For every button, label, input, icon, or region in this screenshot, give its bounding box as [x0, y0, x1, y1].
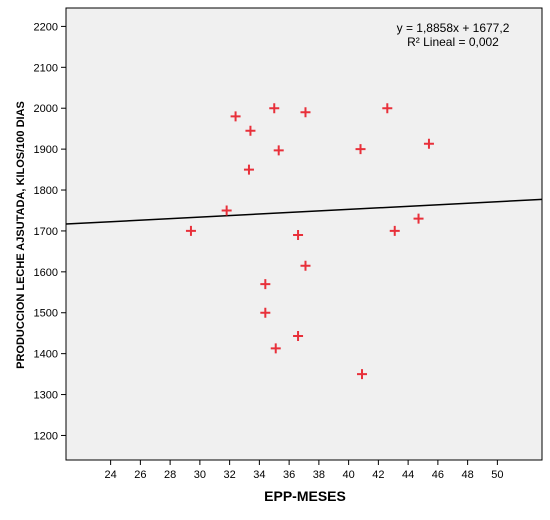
- data-point: [270, 343, 281, 354]
- x-axis: 24 26 28 30 32 34 36 38 40 42 44 46 48 50: [105, 460, 504, 481]
- y-tick-label: 2000: [34, 103, 58, 115]
- x-tick-label: 42: [372, 469, 384, 481]
- data-point: [260, 307, 271, 318]
- y-tick-label: 1300: [34, 390, 58, 402]
- x-tick-label: 44: [402, 469, 414, 481]
- data-point: [423, 138, 434, 149]
- fit-line: [65, 198, 543, 225]
- x-axis-title: EPP-MESES: [264, 488, 346, 504]
- y-tick-label: 1400: [34, 349, 58, 361]
- fit-equation: y = 1,8858x + 1677,2: [397, 21, 510, 35]
- data-point: [245, 125, 256, 136]
- data-point: [355, 144, 366, 155]
- data-point: [293, 331, 304, 342]
- data-point: [185, 225, 196, 236]
- x-tick-label: 24: [105, 469, 117, 481]
- x-tick-label: 46: [432, 469, 444, 481]
- x-tick-label: 40: [343, 469, 355, 481]
- y-tick-label: 1800: [34, 185, 58, 197]
- data-point: [382, 103, 393, 114]
- y-tick-label: 1700: [34, 226, 58, 238]
- y-tick-label: 2100: [34, 62, 58, 74]
- y-tick-label: 2200: [34, 21, 58, 33]
- data-point: [300, 260, 311, 271]
- data-point: [413, 213, 424, 224]
- plot-area: [65, 7, 543, 461]
- x-tick-label: 26: [134, 469, 146, 481]
- y-axis: 1200 1300 1400 1500 1600 1700 1800 1900 2000 2100…: [34, 21, 66, 442]
- data-point: [260, 279, 271, 290]
- data-point: [243, 164, 254, 175]
- x-tick-label: 38: [313, 469, 325, 481]
- data-point: [293, 230, 304, 241]
- r-squared-label: R² Lineal = 0,002: [407, 35, 499, 49]
- y-tick-label: 1900: [34, 144, 58, 156]
- x-tick-label: 34: [253, 469, 265, 481]
- y-axis-title: PRODUCCION LECHE AJSUTADA, KILOS/100 DIA…: [15, 101, 27, 369]
- data-points: [185, 103, 434, 380]
- data-point: [269, 103, 280, 114]
- data-point: [273, 145, 284, 156]
- y-tick-label: 1600: [34, 267, 58, 279]
- x-tick-label: 28: [164, 469, 176, 481]
- y-tick-label: 1200: [34, 430, 58, 442]
- data-point: [357, 369, 368, 380]
- x-tick-label: 32: [224, 469, 236, 481]
- x-tick-label: 36: [283, 469, 295, 481]
- data-point: [221, 205, 232, 216]
- x-tick-label: 50: [491, 469, 503, 481]
- data-point: [230, 111, 241, 122]
- x-tick-label: 48: [462, 469, 474, 481]
- x-tick-label: 30: [194, 469, 206, 481]
- data-point: [300, 107, 311, 118]
- data-point: [389, 225, 400, 236]
- y-tick-label: 1500: [34, 308, 58, 320]
